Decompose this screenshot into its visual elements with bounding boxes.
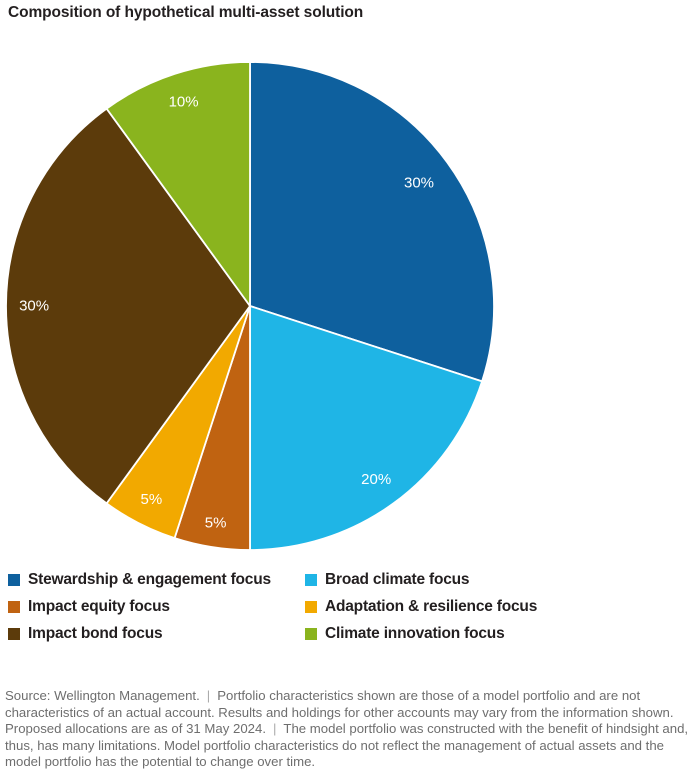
legend-swatch-icon — [8, 573, 20, 586]
pie-slice-label: 30% — [19, 298, 49, 315]
pie-slice-label: 20% — [361, 471, 391, 488]
legend-label: Broad climate focus — [325, 570, 470, 588]
legend-item-climate-innovation: Climate innovation focus — [305, 625, 692, 643]
legend-item-impact-equity: Impact equity focus — [8, 598, 305, 616]
pie-slice-label: 5% — [141, 491, 163, 508]
legend-label: Climate innovation focus — [325, 624, 505, 642]
footer-separator: | — [206, 688, 211, 703]
chart-title: Composition of hypothetical multi-asset … — [8, 4, 364, 21]
footer-text-segment: The model portfolio was constructed with… — [5, 721, 689, 769]
pie-slice — [249, 61, 495, 383]
legend-label: Impact equity focus — [28, 597, 170, 615]
legend-item-impact-bond: Impact bond focus — [8, 625, 305, 643]
legend-label: Adaptation & resilience focus — [325, 597, 538, 615]
pie-slice — [105, 61, 251, 307]
footer-text-segment: Portfolio characteristics shown are thos… — [5, 688, 674, 736]
pie-slice-label: 10% — [169, 93, 199, 110]
footer-separator: | — [272, 721, 277, 736]
pie-slice — [249, 305, 483, 551]
pie-slice-label: 5% — [205, 514, 227, 531]
pie-chart: 30% 20% 5% 5% 30% 10% — [5, 61, 495, 551]
pie-slice — [5, 107, 251, 505]
source-note: Source: Wellington Management. | Portfolio… — [5, 688, 695, 771]
legend-label: Stewardship & engagement focus — [28, 570, 271, 588]
legend-item-adaptation: Adaptation & resilience focus — [305, 598, 692, 616]
legend-item-stewardship: Stewardship & engagement focus — [8, 571, 305, 589]
footer-text-segment: Source: Wellington Management. — [5, 688, 200, 703]
legend-label: Impact bond focus — [28, 624, 163, 642]
chart-legend: Stewardship & engagement focus Broad cli… — [8, 566, 692, 647]
pie-slice-label: 30% — [404, 175, 434, 192]
legend-swatch-icon — [305, 573, 317, 586]
legend-item-broad-climate: Broad climate focus — [305, 571, 692, 589]
legend-swatch-icon — [8, 627, 20, 640]
legend-swatch-icon — [305, 600, 317, 613]
legend-swatch-icon — [8, 600, 20, 613]
legend-swatch-icon — [305, 627, 317, 640]
